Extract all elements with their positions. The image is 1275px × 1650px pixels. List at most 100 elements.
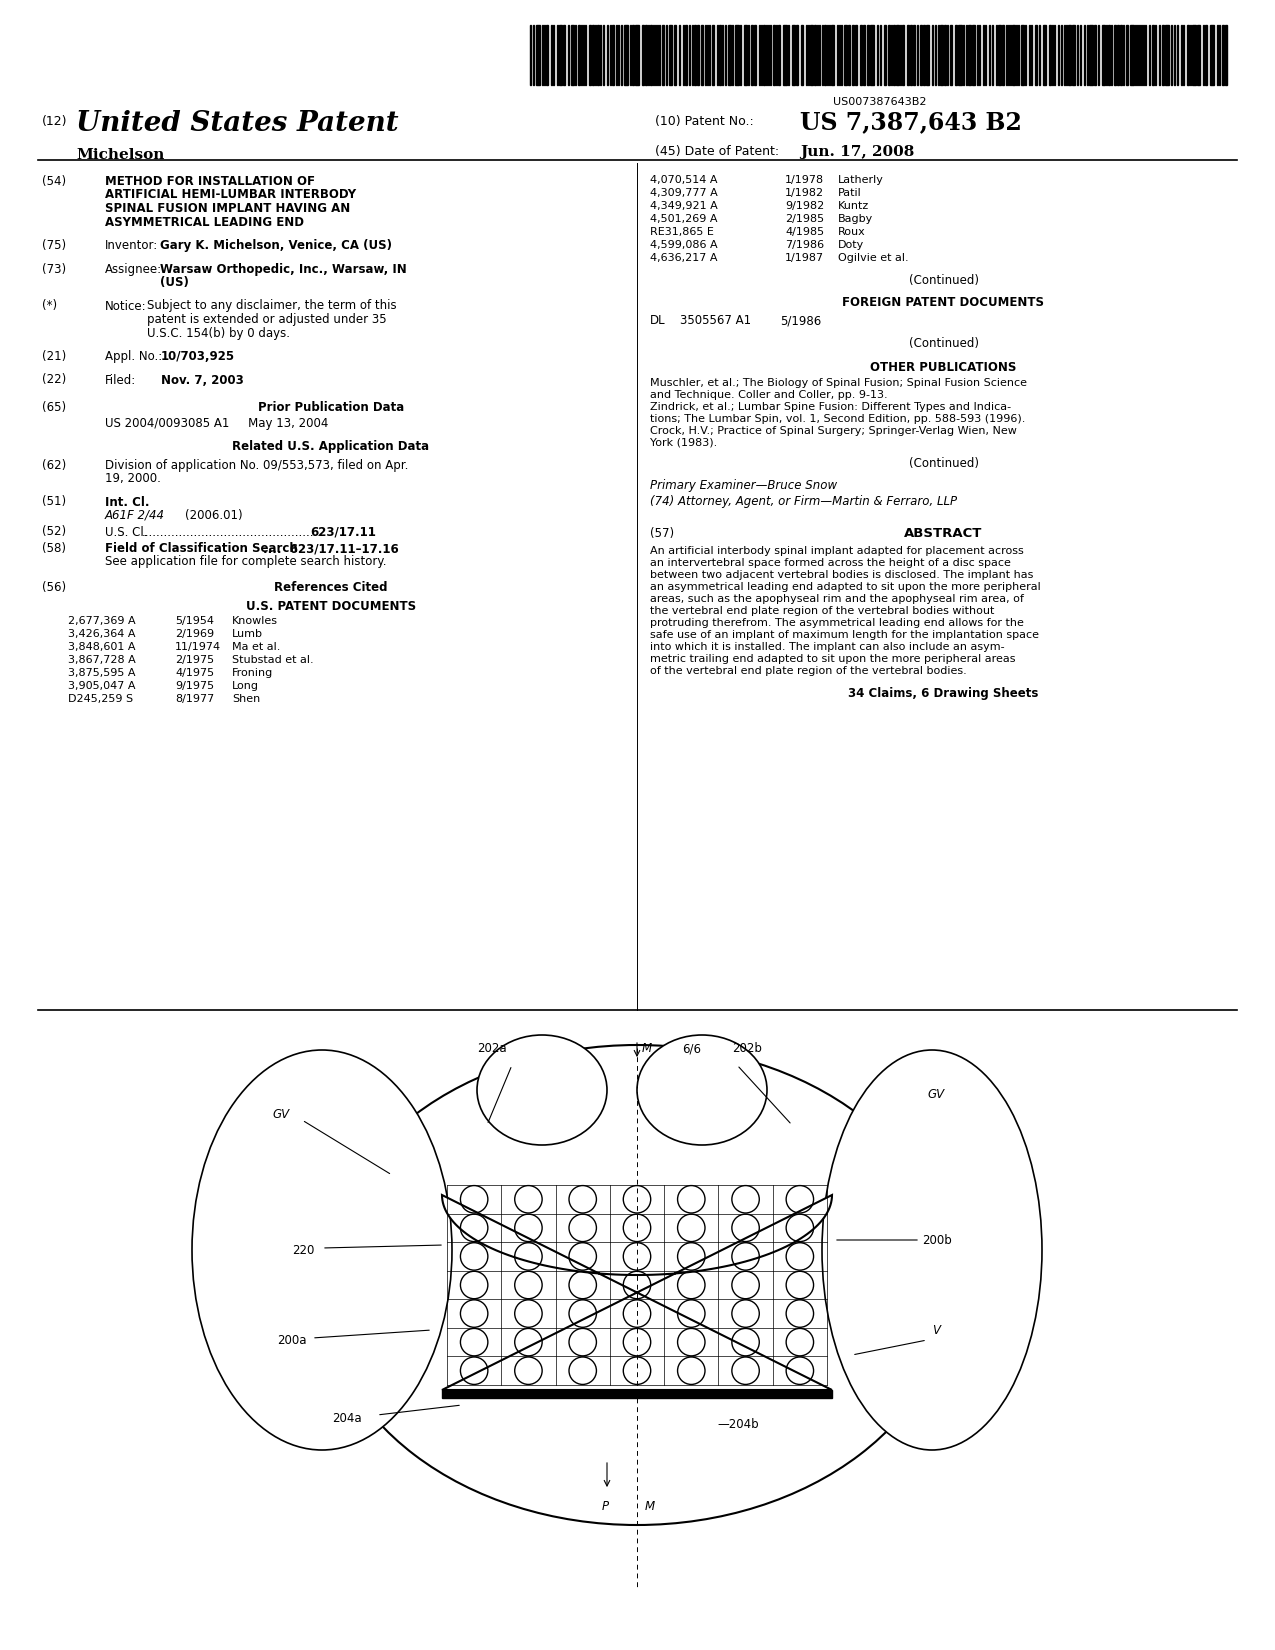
Bar — [955, 25, 958, 86]
Text: areas, such as the apophyseal rim and the apophyseal rim area, of: areas, such as the apophyseal rim and th… — [650, 594, 1024, 604]
Text: (52): (52) — [42, 525, 66, 538]
Text: 7/1986: 7/1986 — [785, 239, 824, 251]
Text: ................................................: ........................................… — [142, 525, 323, 538]
Bar — [944, 25, 946, 86]
Bar — [972, 25, 975, 86]
Text: Subject to any disclaimer, the term of this: Subject to any disclaimer, the term of t… — [147, 300, 397, 312]
Bar — [1192, 25, 1196, 86]
Bar — [442, 1389, 833, 1398]
Text: (62): (62) — [42, 459, 66, 472]
Bar — [813, 25, 816, 86]
Bar — [711, 25, 714, 86]
Text: (12): (12) — [42, 116, 68, 129]
Bar — [940, 25, 944, 86]
Text: U.S. Cl.: U.S. Cl. — [105, 525, 148, 538]
Text: Knowles: Knowles — [232, 615, 278, 625]
Text: 5/1986: 5/1986 — [780, 314, 821, 327]
Bar — [578, 25, 580, 86]
Text: Michelson: Michelson — [76, 148, 164, 162]
Text: 3505567 A1: 3505567 A1 — [680, 314, 751, 327]
Text: (10) Patent No.:: (10) Patent No.: — [655, 116, 754, 129]
Bar — [792, 25, 796, 86]
Bar — [669, 25, 672, 86]
Text: 3,848,601 A: 3,848,601 A — [68, 642, 135, 652]
Text: 4,636,217 A: 4,636,217 A — [650, 252, 718, 262]
Bar — [571, 25, 574, 86]
Text: 2/1975: 2/1975 — [175, 655, 214, 665]
Bar — [1162, 25, 1164, 86]
Text: FOREIGN PATENT DOCUMENTS: FOREIGN PATENT DOCUMENTS — [843, 295, 1044, 309]
Text: Stubstad et al.: Stubstad et al. — [232, 655, 314, 665]
Text: M: M — [643, 1043, 652, 1054]
Text: Field of Classification Search: Field of Classification Search — [105, 541, 298, 554]
Text: (Continued): (Continued) — [909, 338, 978, 350]
Bar — [1035, 25, 1037, 86]
Text: 4,070,514 A: 4,070,514 A — [650, 175, 718, 185]
Text: York (1983).: York (1983). — [650, 437, 718, 447]
Text: Gary K. Michelson, Venice, CA (US): Gary K. Michelson, Venice, CA (US) — [159, 239, 391, 252]
Text: 3,875,595 A: 3,875,595 A — [68, 668, 135, 678]
Bar — [958, 25, 963, 86]
Bar — [1043, 25, 1046, 86]
Text: 34 Claims, 6 Drawing Sheets: 34 Claims, 6 Drawing Sheets — [848, 688, 1039, 701]
PathPatch shape — [442, 1195, 833, 1389]
Text: Doty: Doty — [838, 239, 864, 251]
Bar — [685, 25, 687, 86]
Bar — [801, 25, 803, 86]
Bar — [1094, 25, 1096, 86]
Text: Crock, H.V.; Practice of Spinal Surgery; Springer-Verlag Wien, New: Crock, H.V.; Practice of Spinal Surgery;… — [650, 426, 1017, 436]
Bar — [870, 25, 873, 86]
Text: Muschler, et al.; The Biology of Spinal Fusion; Spinal Fusion Science: Muschler, et al.; The Biology of Spinal … — [650, 378, 1026, 388]
Text: Ogilvie et al.: Ogilvie et al. — [838, 252, 909, 262]
Text: U.S. PATENT DOCUMENTS: U.S. PATENT DOCUMENTS — [246, 599, 416, 612]
Bar — [564, 25, 565, 86]
Bar — [1187, 25, 1190, 86]
Bar — [1049, 25, 1051, 86]
Text: 4,501,269 A: 4,501,269 A — [650, 214, 718, 224]
Text: 220: 220 — [292, 1244, 315, 1257]
Bar — [597, 25, 599, 86]
Bar — [968, 25, 972, 86]
Text: 2/1969: 2/1969 — [175, 629, 214, 639]
Bar — [852, 25, 854, 86]
Bar — [773, 25, 775, 86]
Text: 19, 2000.: 19, 2000. — [105, 472, 161, 485]
Bar — [635, 25, 639, 86]
Text: —204b: —204b — [717, 1419, 759, 1432]
Text: (Continued): (Continued) — [909, 274, 978, 287]
Bar — [754, 25, 756, 86]
Text: metric trailing end adapted to sit upon the more peripheral areas: metric trailing end adapted to sit upon … — [650, 653, 1015, 663]
Text: and Technique. Coller and Coller, pp. 9-13.: and Technique. Coller and Coller, pp. 9-… — [650, 389, 887, 399]
Text: ABSTRACT: ABSTRACT — [904, 526, 983, 540]
Text: GV: GV — [927, 1089, 944, 1102]
Text: U.S.C. 154(b) by 0 days.: U.S.C. 154(b) by 0 days. — [147, 327, 289, 340]
Bar — [1089, 25, 1093, 86]
Text: References Cited: References Cited — [274, 581, 388, 594]
Text: 2/1985: 2/1985 — [785, 214, 824, 224]
Text: Warsaw Orthopedic, Inc., Warsaw, IN: Warsaw Orthopedic, Inc., Warsaw, IN — [159, 262, 407, 276]
Bar — [1197, 25, 1200, 86]
Text: Zindrick, et al.; Lumbar Spine Fusion: Different Types and Indica-: Zindrick, et al.; Lumbar Spine Fusion: D… — [650, 401, 1011, 411]
Text: OTHER PUBLICATIONS: OTHER PUBLICATIONS — [871, 361, 1016, 375]
Text: an asymmetrical leading end adapted to sit upon the more peripheral: an asymmetrical leading end adapted to s… — [650, 581, 1040, 591]
Bar — [697, 25, 699, 86]
Text: Long: Long — [232, 681, 259, 691]
Text: Roux: Roux — [838, 228, 866, 238]
Bar — [810, 25, 813, 86]
Bar — [546, 25, 548, 86]
Text: 202b: 202b — [732, 1043, 762, 1054]
Bar — [1012, 25, 1015, 86]
Bar — [650, 25, 652, 86]
Bar — [848, 25, 850, 86]
Bar — [719, 25, 720, 86]
Text: D245,259 S: D245,259 S — [68, 695, 133, 705]
Bar — [1108, 25, 1111, 86]
Text: (2006.01): (2006.01) — [185, 508, 242, 521]
Text: Ma et al.: Ma et al. — [232, 642, 280, 652]
Bar — [863, 25, 864, 86]
Text: 9/1975: 9/1975 — [175, 681, 214, 691]
Bar — [844, 25, 847, 86]
Text: 1/1978: 1/1978 — [785, 175, 824, 185]
Text: Jun. 17, 2008: Jun. 17, 2008 — [799, 145, 914, 158]
Text: P: P — [602, 1500, 608, 1513]
